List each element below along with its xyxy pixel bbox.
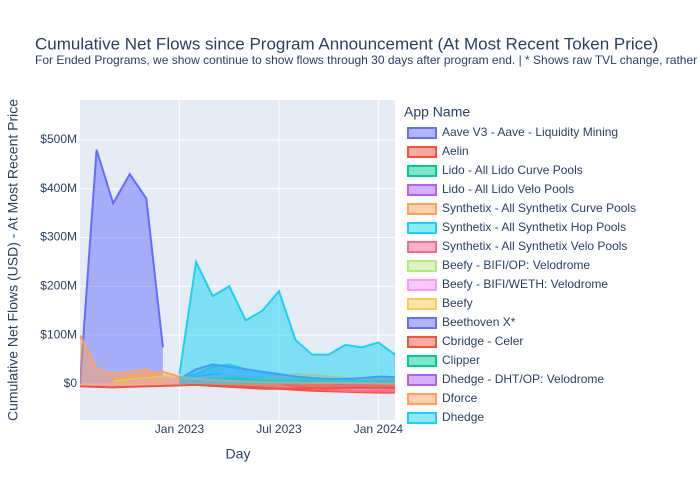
legend-label: Synthetix - All Synthetix Velo Pools	[442, 239, 627, 253]
legend-label: Synthetix - All Synthetix Curve Pools	[442, 201, 636, 215]
legend-label: Clipper	[442, 353, 480, 367]
line	[80, 149, 164, 384]
chart-subtitle: For Ended Programs, we show continue to …	[35, 53, 700, 67]
area	[80, 335, 395, 384]
legend-swatch	[407, 279, 437, 291]
legend-label: Beefy - BIFI/WETH: Velodrome	[442, 277, 608, 291]
line	[178, 258, 395, 375]
legend-label: Beethoven X*	[442, 315, 516, 329]
legend-swatch	[407, 317, 437, 329]
legend-title: App Name	[404, 104, 470, 120]
x-tick-label: Jan 2024	[354, 422, 404, 436]
y-tick-label: $500M	[40, 132, 77, 146]
y-tick-label: $0	[64, 376, 78, 390]
area	[80, 149, 163, 384]
legend-swatch	[407, 203, 437, 215]
y-axis-label: Cumulative Net Flows (USD) - At Most Rec…	[5, 99, 21, 421]
legend-label: Dhedge - DHT/OP: Velodrome	[442, 372, 604, 386]
legend-swatch	[407, 355, 437, 367]
x-axis-label: Day	[226, 446, 251, 462]
y-tick-label: $200M	[40, 279, 77, 293]
legend-swatch	[407, 184, 437, 196]
legend-label: Beefy	[442, 296, 473, 310]
legend-label: Lido - All Lido Velo Pools	[442, 182, 574, 196]
legend-swatch	[407, 241, 437, 253]
legend-label: Cbridge - Celer	[442, 334, 523, 348]
legend-swatch	[407, 393, 437, 405]
legend-label: Lido - All Lido Curve Pools	[442, 163, 583, 177]
legend-swatch	[407, 298, 437, 310]
legend-swatch	[407, 222, 437, 234]
legend-label: Dhedge	[442, 410, 484, 424]
area	[179, 261, 395, 384]
legend-label: Aelin	[442, 144, 469, 158]
legend-label: Synthetix - All Synthetix Hop Pools	[442, 220, 626, 234]
legend-label: Aave V3 - Aave - Liquidity Mining	[442, 125, 618, 139]
y-tick-label: $100M	[40, 327, 77, 341]
legend-swatch	[407, 374, 437, 386]
legend-swatch	[407, 336, 437, 348]
legend-swatch	[407, 412, 437, 424]
y-tick-label: $300M	[40, 230, 77, 244]
x-tick-label: Jan 2023	[155, 422, 205, 436]
chart-title: Cumulative Net Flows since Program Annou…	[35, 34, 658, 53]
legend-swatch	[407, 165, 437, 177]
line	[195, 383, 395, 390]
legend-swatch	[407, 146, 437, 158]
x-tick-label: Jul 2023	[256, 422, 302, 436]
legend-label: Beefy - BIFI/OP: Velodrome	[442, 258, 590, 272]
legend-label: Dforce	[442, 391, 478, 405]
legend-swatch	[407, 127, 437, 139]
y-tick-label: $400M	[40, 181, 77, 195]
legend-swatch	[407, 260, 437, 272]
